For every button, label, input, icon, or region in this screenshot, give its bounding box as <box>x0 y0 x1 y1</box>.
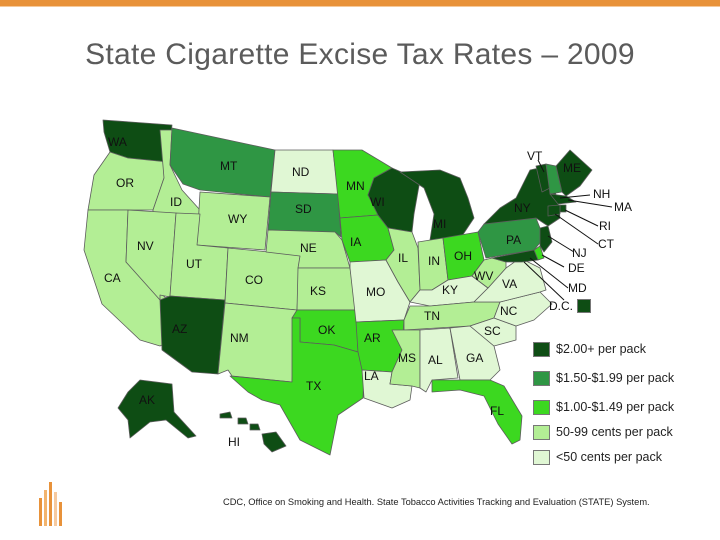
label-id: ID <box>170 195 182 209</box>
label-mo: MO <box>366 285 385 299</box>
state-nj[interactable] <box>539 225 553 253</box>
label-ut: UT <box>186 257 203 271</box>
legend-label-tier1: $2.00+ per pack <box>556 342 646 356</box>
leader-lines <box>523 159 613 301</box>
label-ms: MS <box>398 351 416 365</box>
label-in: IN <box>428 254 440 268</box>
label-nc: NC <box>500 304 518 318</box>
label-mn: MN <box>346 179 365 193</box>
legend-label-tier2: $1.50-$1.99 per pack <box>556 371 675 385</box>
state-sc[interactable] <box>469 317 517 347</box>
label-nv: NV <box>137 239 154 253</box>
label-me: ME <box>563 161 581 175</box>
dc-swatch[interactable] <box>577 299 591 313</box>
state-mi[interactable] <box>399 169 475 241</box>
label-nj: NJ <box>572 246 587 260</box>
state-sd[interactable] <box>267 191 342 238</box>
state-me[interactable] <box>555 149 593 197</box>
label-hi: HI <box>228 435 240 449</box>
label-tx: TX <box>306 379 321 393</box>
top-accent-bar <box>0 0 720 6</box>
label-ca: CA <box>104 271 121 285</box>
label-ak: AK <box>139 393 155 407</box>
decorative-bars-logo <box>39 482 62 526</box>
label-ny: NY <box>514 201 531 215</box>
label-md: MD <box>568 281 587 295</box>
state-ks[interactable] <box>296 267 357 311</box>
label-pa: PA <box>506 233 521 247</box>
label-ok: OK <box>318 323 335 337</box>
legend-swatch-tier2 <box>533 371 550 386</box>
label-co: CO <box>245 273 263 287</box>
state-hi[interactable] <box>219 411 287 453</box>
label-sc: SC <box>484 324 501 338</box>
label-nh: NH <box>593 187 610 201</box>
label-al: AL <box>428 353 443 367</box>
legend-label-tier3: $1.00-$1.49 per pack <box>556 400 675 414</box>
state-labels: WA OR CA ID NV MT WY UT AZ CO NM ND SD N… <box>104 135 632 449</box>
label-ct: CT <box>598 237 615 251</box>
label-oh: OH <box>454 249 472 263</box>
label-ga: GA <box>466 351 483 365</box>
label-ky: KY <box>442 283 458 297</box>
label-la: LA <box>364 369 379 383</box>
label-tn: TN <box>424 309 440 323</box>
label-or: OR <box>116 176 134 190</box>
legend-swatch-tier1 <box>533 342 550 357</box>
label-ri: RI <box>599 219 611 233</box>
label-ne: NE <box>300 241 317 255</box>
legend-swatch-tier4 <box>533 425 550 440</box>
state-md[interactable] <box>491 249 539 263</box>
label-dc: D.C. <box>549 299 573 313</box>
label-ar: AR <box>364 331 381 345</box>
label-ia: IA <box>350 235 361 249</box>
label-nd: ND <box>292 165 310 179</box>
label-sd: SD <box>295 202 312 216</box>
label-ma: MA <box>614 200 632 214</box>
top-accent-line <box>0 6 720 7</box>
label-vt: VT <box>527 149 543 163</box>
label-de: DE <box>568 261 585 275</box>
source-citation: CDC, Office on Smoking and Health. State… <box>223 497 650 507</box>
legend-label-tier5: <50 cents per pack <box>556 450 662 464</box>
legend-swatch-tier5 <box>533 450 550 465</box>
state-ct[interactable] <box>547 204 561 217</box>
label-wv: WV <box>474 269 493 283</box>
state-fl[interactable] <box>431 379 523 445</box>
state-ma[interactable] <box>549 193 577 205</box>
label-ks: KS <box>310 284 326 298</box>
page-title: State Cigarette Excise Tax Rates – 2009 <box>85 38 635 71</box>
label-wa: WA <box>108 135 127 149</box>
state-ak[interactable] <box>117 379 197 439</box>
label-mt: MT <box>220 159 238 173</box>
state-az[interactable] <box>159 295 226 375</box>
state-tx[interactable] <box>229 317 365 456</box>
label-va: VA <box>502 277 517 291</box>
state-ri[interactable] <box>559 204 567 213</box>
label-nm: NM <box>230 331 249 345</box>
label-wi: WI <box>370 195 385 209</box>
label-az: AZ <box>172 322 187 336</box>
legend-label-tier4: 50-99 cents per pack <box>556 425 673 439</box>
label-mi: MI <box>433 217 446 231</box>
legend-swatch-tier3 <box>533 400 550 415</box>
label-wy: WY <box>228 212 247 226</box>
label-fl: FL <box>490 404 504 418</box>
label-il: IL <box>398 251 408 265</box>
